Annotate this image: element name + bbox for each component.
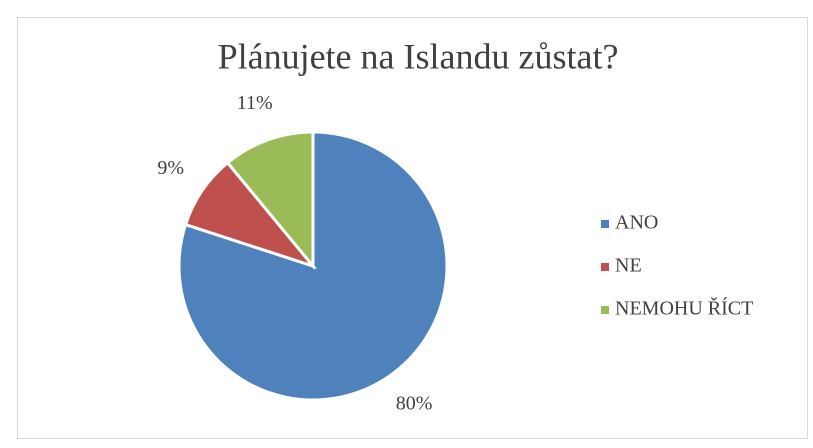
legend-label: NEMOHU ŘÍCT	[615, 297, 753, 320]
data-label: 9%	[157, 157, 184, 179]
legend-label: NE	[615, 255, 642, 277]
legend-swatch	[601, 263, 609, 271]
chart-title: Plánujete na Islandu zůstat?	[218, 36, 619, 76]
data-label: 11%	[237, 92, 273, 114]
legend-label: ANO	[615, 212, 658, 234]
pie-slice	[225, 130, 315, 271]
legend-swatch	[601, 306, 609, 314]
legend-swatch	[601, 220, 609, 228]
data-label: 80%	[396, 393, 433, 415]
